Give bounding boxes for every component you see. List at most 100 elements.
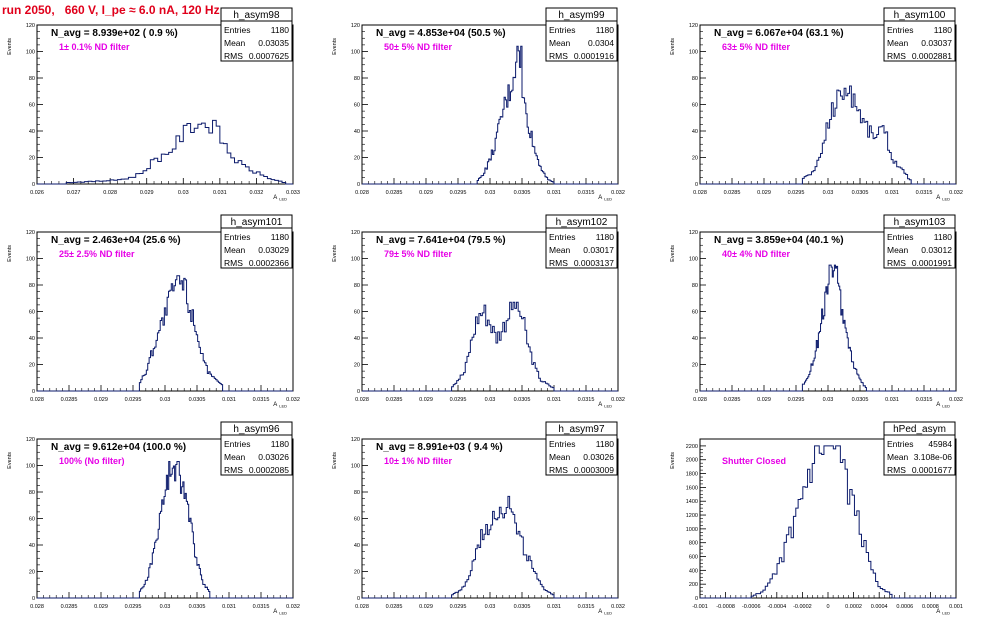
x-tick-label: 0.0002 bbox=[845, 604, 862, 610]
stats-value: 0.03012 bbox=[921, 245, 952, 255]
stats-label: Mean bbox=[887, 38, 909, 48]
y-tick-label: 120 bbox=[26, 437, 35, 443]
y-tick-label: 0 bbox=[32, 389, 35, 395]
stats-value: 45984 bbox=[928, 439, 952, 449]
stats-label: RMS bbox=[224, 51, 243, 61]
x-tick-label: 0.029 bbox=[94, 397, 108, 403]
y-tick-label: 60 bbox=[354, 517, 360, 523]
y-tick-label: 0 bbox=[32, 596, 35, 602]
y-tick-label: 0 bbox=[695, 596, 698, 602]
stats-box bbox=[883, 214, 956, 269]
stats-box bbox=[220, 7, 293, 62]
histogram-name: h_asym99 bbox=[558, 10, 605, 21]
histogram-panel: 0.028 0.0285 0.029 0.0295 0.03 0.0305 0.031 0.0… bbox=[7, 214, 300, 409]
x-tick-label: 0.032 bbox=[611, 397, 625, 403]
x-axis-label: A LED bbox=[273, 195, 287, 202]
x-tick-label: 0.031 bbox=[547, 190, 561, 196]
stats-label: RMS bbox=[887, 51, 906, 61]
y-tick-label: 80 bbox=[29, 283, 35, 289]
y-axis-label: Events bbox=[670, 38, 676, 55]
y-axis-label: Events bbox=[332, 38, 338, 55]
x-axis-label: A LED bbox=[936, 402, 950, 409]
y-tick-label: 120 bbox=[351, 23, 360, 29]
panel-annotation: Shutter Closed bbox=[722, 456, 786, 466]
x-tick-label: 0.03 bbox=[823, 190, 834, 196]
stats-label: Mean bbox=[887, 452, 909, 462]
stats-value: 0.03037 bbox=[921, 38, 952, 48]
x-tick-label: 0.031 bbox=[222, 397, 236, 403]
histogram-name: h_asym102 bbox=[556, 217, 608, 228]
stats-value: 0.0007625 bbox=[249, 51, 289, 61]
histogram-panel: -0.001 -0.0008 -0.0006 -0.0004 -0.0002 0 0.000… bbox=[670, 421, 963, 616]
stats-value: 1180 bbox=[596, 25, 615, 35]
y-tick-label: 60 bbox=[692, 310, 698, 316]
x-tick-label: 0.0305 bbox=[514, 397, 531, 403]
y-tick-label: 60 bbox=[354, 103, 360, 109]
stats-label: Mean bbox=[887, 245, 909, 255]
y-tick-label: 0 bbox=[357, 182, 360, 188]
panel-header-text: N_avg = 6.067e+04 (63.1 %) bbox=[714, 28, 844, 39]
y-tick-label: 20 bbox=[29, 156, 35, 162]
x-tick-label: 0.031 bbox=[547, 604, 561, 610]
stats-value: 0.0003137 bbox=[574, 258, 614, 268]
x-tick-label: 0.0305 bbox=[852, 397, 869, 403]
x-tick-label: 0.03 bbox=[160, 397, 171, 403]
histogram-name: h_asym98 bbox=[233, 10, 280, 21]
x-tick-label: 0.029 bbox=[140, 190, 154, 196]
y-axis-label: Events bbox=[332, 452, 338, 469]
y-tick-label: 0 bbox=[32, 182, 35, 188]
x-tick-label: -0.0002 bbox=[793, 604, 812, 610]
stats-value: 1180 bbox=[271, 439, 290, 449]
panel-annotation: 25± 2.5% ND filter bbox=[59, 249, 135, 259]
x-tick-label: 0.0295 bbox=[450, 190, 467, 196]
y-tick-label: 100 bbox=[26, 464, 35, 470]
y-tick-label: 0 bbox=[357, 389, 360, 395]
histogram-panel: 0.028 0.0285 0.029 0.0295 0.03 0.0305 0.031 0.0… bbox=[332, 7, 625, 202]
y-tick-label: 0 bbox=[695, 389, 698, 395]
y-tick-label: 1000 bbox=[686, 527, 698, 533]
x-axis-label: A LED bbox=[273, 402, 287, 409]
y-tick-label: 100 bbox=[689, 257, 698, 263]
x-tick-label: 0.032 bbox=[286, 397, 300, 403]
x-tick-label: 0.026 bbox=[30, 190, 44, 196]
stats-label: Entries bbox=[224, 232, 250, 242]
stats-label: RMS bbox=[549, 258, 568, 268]
histogram-name: h_asym96 bbox=[233, 424, 280, 435]
x-tick-label: 0.028 bbox=[693, 397, 707, 403]
x-tick-label: 0.029 bbox=[94, 604, 108, 610]
x-tick-label: 0.0004 bbox=[871, 604, 888, 610]
stats-box bbox=[220, 421, 293, 476]
y-tick-label: 80 bbox=[29, 76, 35, 82]
x-axis-label: A LED bbox=[598, 195, 612, 202]
y-tick-label: 40 bbox=[692, 336, 698, 342]
x-tick-label: 0.029 bbox=[419, 397, 433, 403]
y-tick-label: 80 bbox=[354, 490, 360, 496]
stats-box bbox=[545, 421, 618, 476]
x-tick-label: 0.031 bbox=[547, 397, 561, 403]
x-tick-label: 0.031 bbox=[885, 397, 899, 403]
histogram-line bbox=[700, 264, 956, 392]
x-tick-label: 0.0305 bbox=[189, 604, 206, 610]
x-tick-label: 0.028 bbox=[30, 397, 44, 403]
stats-value: 1180 bbox=[596, 232, 615, 242]
y-tick-label: 60 bbox=[29, 103, 35, 109]
stats-label: Entries bbox=[887, 232, 913, 242]
stats-value: 0.03029 bbox=[258, 245, 289, 255]
x-axis-label: A LED bbox=[936, 609, 950, 616]
y-tick-label: 40 bbox=[692, 129, 698, 135]
stats-value: 0.0002366 bbox=[249, 258, 289, 268]
x-tick-label: 0.0008 bbox=[922, 604, 939, 610]
y-tick-label: 20 bbox=[29, 570, 35, 576]
stats-box bbox=[220, 214, 293, 269]
stats-label: RMS bbox=[224, 258, 243, 268]
x-tick-label: 0.029 bbox=[419, 190, 433, 196]
y-tick-label: 60 bbox=[29, 310, 35, 316]
stats-label: Entries bbox=[224, 439, 250, 449]
panel-header-text: N_avg = 2.463e+04 (25.6 %) bbox=[51, 235, 181, 246]
histogram-panel: 0.026 0.027 0.028 0.029 0.03 0.031 0.032 0.033 0… bbox=[7, 7, 300, 202]
panel-header-text: N_avg = 4.853e+04 (50.5 %) bbox=[376, 28, 506, 39]
y-tick-label: 20 bbox=[354, 363, 360, 369]
x-tick-label: -0.001 bbox=[692, 604, 708, 610]
x-tick-label: 0.028 bbox=[30, 604, 44, 610]
histogram-name: h_asym100 bbox=[894, 10, 946, 21]
